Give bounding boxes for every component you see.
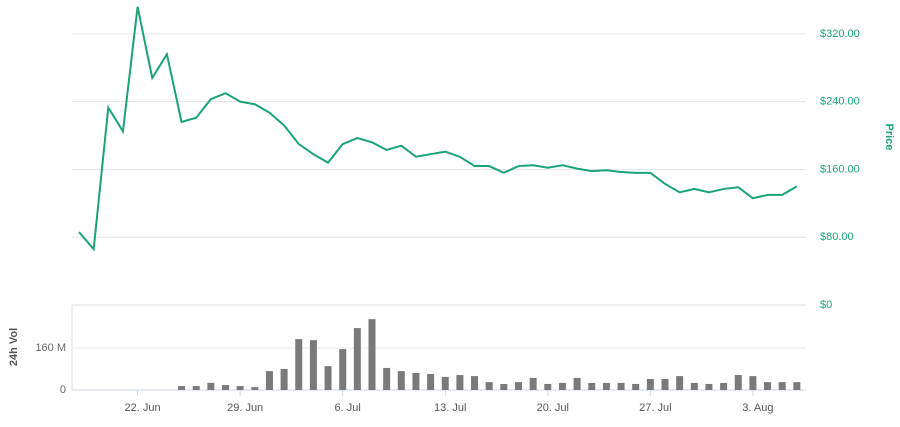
x-tick-label: 6. Jul (335, 402, 361, 414)
volume-bar (412, 372, 420, 390)
y-tick-label: 160 M (35, 342, 66, 354)
y2-tick-label: $160.00 (820, 163, 860, 175)
x-tick-label: 13. Jul (434, 402, 466, 414)
y2-tick-label: $0 (820, 299, 832, 311)
volume-bar (295, 339, 303, 390)
volume-bar (602, 382, 610, 390)
volume-bar (515, 382, 522, 390)
x-tick-label: 27. Jul (639, 402, 671, 414)
x-tick-label: 29. Jun (227, 402, 263, 414)
volume-bar (427, 373, 435, 390)
x-tick-label: 20. Jul (537, 402, 569, 414)
volume-bar (632, 383, 640, 390)
y-tick-label: 0 (60, 384, 66, 396)
volume-bar (764, 382, 772, 390)
volume-bar (280, 369, 288, 390)
volume-bar (485, 382, 493, 390)
volume-bar (749, 376, 757, 390)
volume-bar (690, 382, 698, 390)
price-line (78, 6, 798, 252)
volume-bar (265, 371, 273, 390)
y2-tick-label: $320.00 (820, 28, 860, 40)
volume-bar (558, 382, 566, 390)
volume-bar (588, 382, 596, 390)
y2-tick-label: $80.00 (820, 231, 854, 243)
volume-bar (368, 319, 376, 390)
volume-bar (222, 385, 229, 390)
volume-bar (778, 382, 786, 390)
volume-bar (441, 376, 449, 390)
volume-bar (456, 375, 464, 390)
volume-bar (178, 386, 186, 390)
volume-bar (192, 386, 200, 390)
volume-bar (324, 366, 332, 390)
volume-bar (309, 340, 317, 390)
volume-bar (676, 376, 684, 390)
volume-bar (705, 383, 713, 390)
volume-bar (544, 383, 552, 390)
volume-bar (720, 382, 728, 390)
volume-bar (353, 328, 361, 390)
volume-bar (251, 387, 259, 390)
y-axis-label: 24h Vol (8, 328, 20, 366)
volume-bar (573, 377, 581, 390)
x-tick-label: 22. Jun (125, 402, 161, 414)
volume-bar (734, 375, 742, 390)
volume-bar (661, 378, 669, 390)
volume-bar (617, 382, 625, 390)
volume-bar (471, 376, 479, 390)
volume-bar (646, 378, 654, 390)
y2-tick-label: $240.00 (820, 96, 860, 108)
volume-bar (500, 383, 508, 390)
volume-bar (793, 382, 801, 390)
y2-axis-label: Price (883, 124, 895, 151)
volume-bar (339, 349, 347, 390)
volume-bar (383, 367, 391, 390)
volume-bar (236, 386, 244, 390)
volume-bar (207, 382, 215, 390)
volume-bar (529, 377, 537, 390)
volume-bar (397, 371, 405, 390)
x-tick-label: 3. Aug (742, 402, 773, 414)
